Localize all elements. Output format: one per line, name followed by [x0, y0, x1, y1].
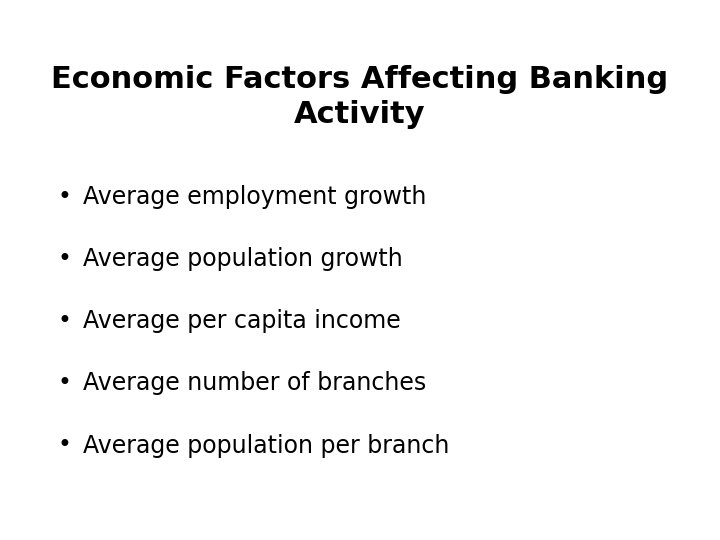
Text: •: • — [58, 434, 71, 457]
Text: Average number of branches: Average number of branches — [83, 372, 426, 395]
Text: •: • — [58, 185, 71, 209]
Text: •: • — [58, 309, 71, 333]
Text: •: • — [58, 247, 71, 271]
Text: Average per capita income: Average per capita income — [83, 309, 400, 333]
Text: Average population growth: Average population growth — [83, 247, 402, 271]
Text: •: • — [58, 372, 71, 395]
Text: Average employment growth: Average employment growth — [83, 185, 426, 209]
Text: Average population per branch: Average population per branch — [83, 434, 449, 457]
Text: Economic Factors Affecting Banking
Activity: Economic Factors Affecting Banking Activ… — [51, 65, 669, 129]
